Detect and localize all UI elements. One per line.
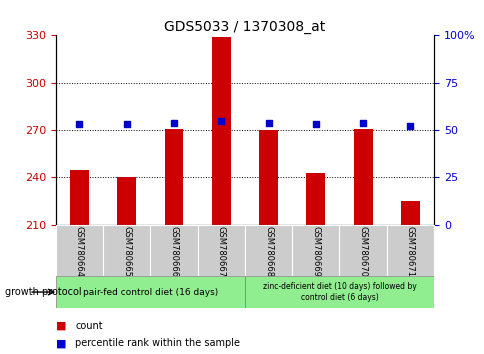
Point: [359, 120, 366, 125]
Text: GSM780664: GSM780664: [75, 226, 84, 277]
Text: count: count: [75, 321, 103, 331]
Point: [217, 118, 225, 124]
Bar: [56, 276, 244, 308]
Text: GSM780669: GSM780669: [311, 226, 320, 277]
Text: GSM780670: GSM780670: [358, 226, 367, 277]
Point: [406, 124, 413, 129]
Point: [264, 120, 272, 125]
Bar: [212, 37, 230, 225]
Bar: [244, 276, 433, 308]
Bar: [244, 225, 291, 276]
Text: ■: ■: [56, 338, 66, 348]
Point: [170, 120, 178, 125]
Bar: [400, 201, 419, 225]
Bar: [150, 225, 197, 276]
Text: pair-fed control diet (16 days): pair-fed control diet (16 days): [83, 287, 217, 297]
Bar: [291, 225, 339, 276]
Bar: [386, 225, 433, 276]
Bar: [70, 170, 89, 225]
Point: [122, 121, 130, 127]
Text: zinc-deficient diet (10 days) followed by
control diet (6 days): zinc-deficient diet (10 days) followed b…: [262, 282, 416, 302]
Text: ■: ■: [56, 321, 66, 331]
Point: [76, 121, 83, 127]
Text: percentile rank within the sample: percentile rank within the sample: [75, 338, 240, 348]
Bar: [197, 225, 244, 276]
Text: GSM780671: GSM780671: [405, 226, 414, 277]
Bar: [103, 225, 150, 276]
Bar: [117, 177, 136, 225]
Bar: [56, 225, 103, 276]
Bar: [258, 130, 277, 225]
Text: GSM780667: GSM780667: [216, 226, 226, 278]
Text: growth protocol: growth protocol: [5, 287, 81, 297]
Point: [311, 121, 319, 127]
Text: GSM780665: GSM780665: [122, 226, 131, 277]
Bar: [306, 173, 325, 225]
Bar: [339, 225, 386, 276]
Text: GSM780668: GSM780668: [263, 226, 272, 278]
Bar: [353, 129, 372, 225]
Title: GDS5033 / 1370308_at: GDS5033 / 1370308_at: [164, 21, 325, 34]
Text: GSM780666: GSM780666: [169, 226, 178, 278]
Bar: [164, 129, 183, 225]
